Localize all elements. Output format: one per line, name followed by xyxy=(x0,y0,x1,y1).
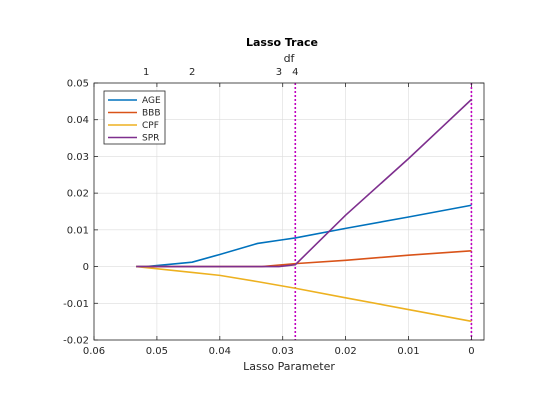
y-tick-label: 0.05 xyxy=(67,79,89,90)
series-line-cpf xyxy=(136,265,472,323)
series-lines xyxy=(136,98,472,323)
x-axis-label: Lasso Parameter xyxy=(243,360,335,373)
x-tick-label: 0 xyxy=(468,346,474,357)
x-tick-label: 0.06 xyxy=(83,346,105,357)
y-tick-label: 0 xyxy=(83,262,89,273)
x-tick-label: 0.01 xyxy=(397,346,419,357)
x-tick-label: 0.03 xyxy=(272,346,294,357)
df-tick-label: 4 xyxy=(292,67,298,78)
axis-ticks xyxy=(93,82,484,341)
y-tick-label: -0.02 xyxy=(63,336,89,347)
plot-frame xyxy=(93,82,485,341)
df-tick-label: 1 xyxy=(143,67,149,78)
x-tick-labels: 0.06 0.05 0.04 0.03 0.02 0.01 0 xyxy=(83,346,475,357)
vertical-markers xyxy=(294,83,473,340)
y-tick-label: 0.02 xyxy=(67,189,89,200)
df-axis-label: df xyxy=(284,52,296,65)
y-tick-label: -0.01 xyxy=(63,299,89,310)
df-tick-label: 3 xyxy=(276,67,282,78)
x-tick-label: 0.05 xyxy=(146,346,168,357)
y-tick-label: 0.01 xyxy=(67,225,89,236)
legend-label-bbb: BBB xyxy=(142,109,161,119)
y-tick-labels: -0.02 -0.01 0 0.01 0.02 0.03 0.04 0.05 xyxy=(63,79,89,347)
legend-label-cpf: CPF xyxy=(142,121,159,131)
series-line-spr xyxy=(136,98,472,268)
x-tick-label: 0.02 xyxy=(334,346,356,357)
y-tick-label: 0.04 xyxy=(67,115,89,126)
series-line-age xyxy=(136,204,472,268)
df-tick-label: 2 xyxy=(189,67,195,78)
legend-label-age: AGE xyxy=(142,96,161,106)
legend-label-spr: SPR xyxy=(142,134,159,144)
y-tick-label: 0.03 xyxy=(67,152,89,163)
chart-title: Lasso Trace xyxy=(246,36,318,49)
x-tick-label: 0.04 xyxy=(209,346,231,357)
legend: AGE BBB CPF SPR xyxy=(103,90,166,145)
